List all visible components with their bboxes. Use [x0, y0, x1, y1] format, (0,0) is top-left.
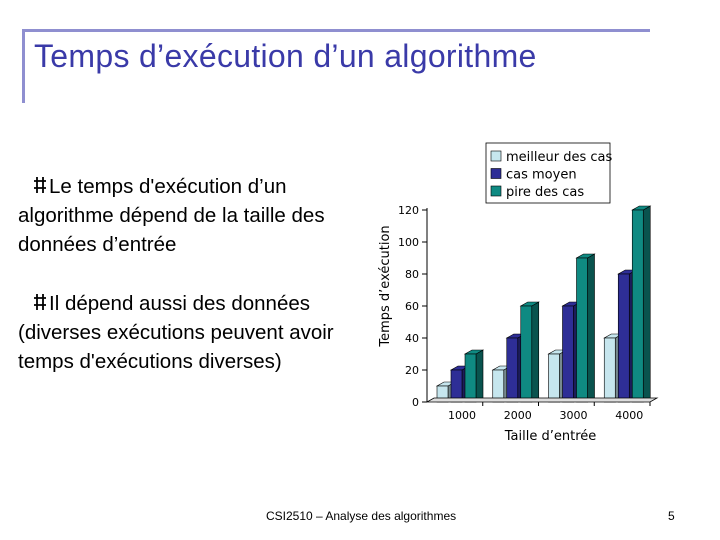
y-axis-title: Temps d’exécution	[378, 225, 393, 347]
bar	[520, 305, 533, 403]
bar-side	[475, 349, 484, 403]
hash-bullet-icon	[34, 294, 46, 310]
bar	[464, 353, 477, 403]
x-tick-label: 3000	[560, 409, 588, 422]
bar	[548, 353, 560, 403]
bar-side	[587, 253, 595, 403]
y-tick-label: 100	[398, 236, 419, 249]
bullet-item: Il dépend aussi des données (diverses ex…	[18, 289, 363, 376]
legend-swatch	[490, 185, 502, 197]
legend-swatch	[490, 150, 502, 162]
x-tick-label: 2000	[504, 409, 532, 422]
bar	[576, 257, 588, 403]
bar	[617, 273, 630, 403]
legend-box	[485, 142, 611, 204]
bullet-text: Le temps d'exécution d’un algorithme dép…	[18, 175, 325, 256]
slide-title: Temps d’exécution d’un algorithme	[34, 38, 537, 74]
bar	[631, 209, 644, 403]
y-tick-label: 0	[412, 396, 419, 409]
y-tick-label: 80	[405, 268, 419, 281]
page-number: 5	[668, 509, 675, 523]
legend-label: meilleur des cas	[506, 150, 612, 165]
x-tick-label: 4000	[615, 409, 643, 422]
bar	[506, 337, 519, 403]
hash-bullet-icon	[34, 177, 46, 193]
bullet-list: Le temps d'exécution d’un algorithme dép…	[18, 172, 363, 406]
y-tick-label: 40	[405, 332, 419, 345]
legend-swatch	[490, 168, 502, 179]
x-axis-title: Taille d’entrée	[504, 429, 597, 444]
bar	[603, 337, 616, 403]
title-accent-horizontal	[24, 29, 650, 32]
bar-side	[531, 301, 540, 403]
bullet-item: Le temps d'exécution d’un algorithme dép…	[18, 172, 363, 259]
y-tick-label: 120	[398, 204, 419, 217]
bar	[450, 369, 463, 403]
legend-label: cas moyen	[506, 168, 577, 183]
chart-floor	[425, 397, 659, 403]
legend-label: pire des cas	[506, 185, 584, 200]
bar-side	[642, 205, 651, 403]
bar	[492, 369, 505, 403]
y-tick-label: 20	[405, 364, 419, 377]
bar	[562, 305, 574, 403]
footer-text: CSI2510 – Analyse des algorithmes	[266, 509, 457, 523]
title-accent-vertical	[22, 29, 25, 103]
bullet-text: Il dépend aussi des données (diverses ex…	[18, 292, 334, 373]
x-tick-label: 1000	[448, 409, 476, 422]
y-tick-label: 60	[405, 300, 419, 313]
